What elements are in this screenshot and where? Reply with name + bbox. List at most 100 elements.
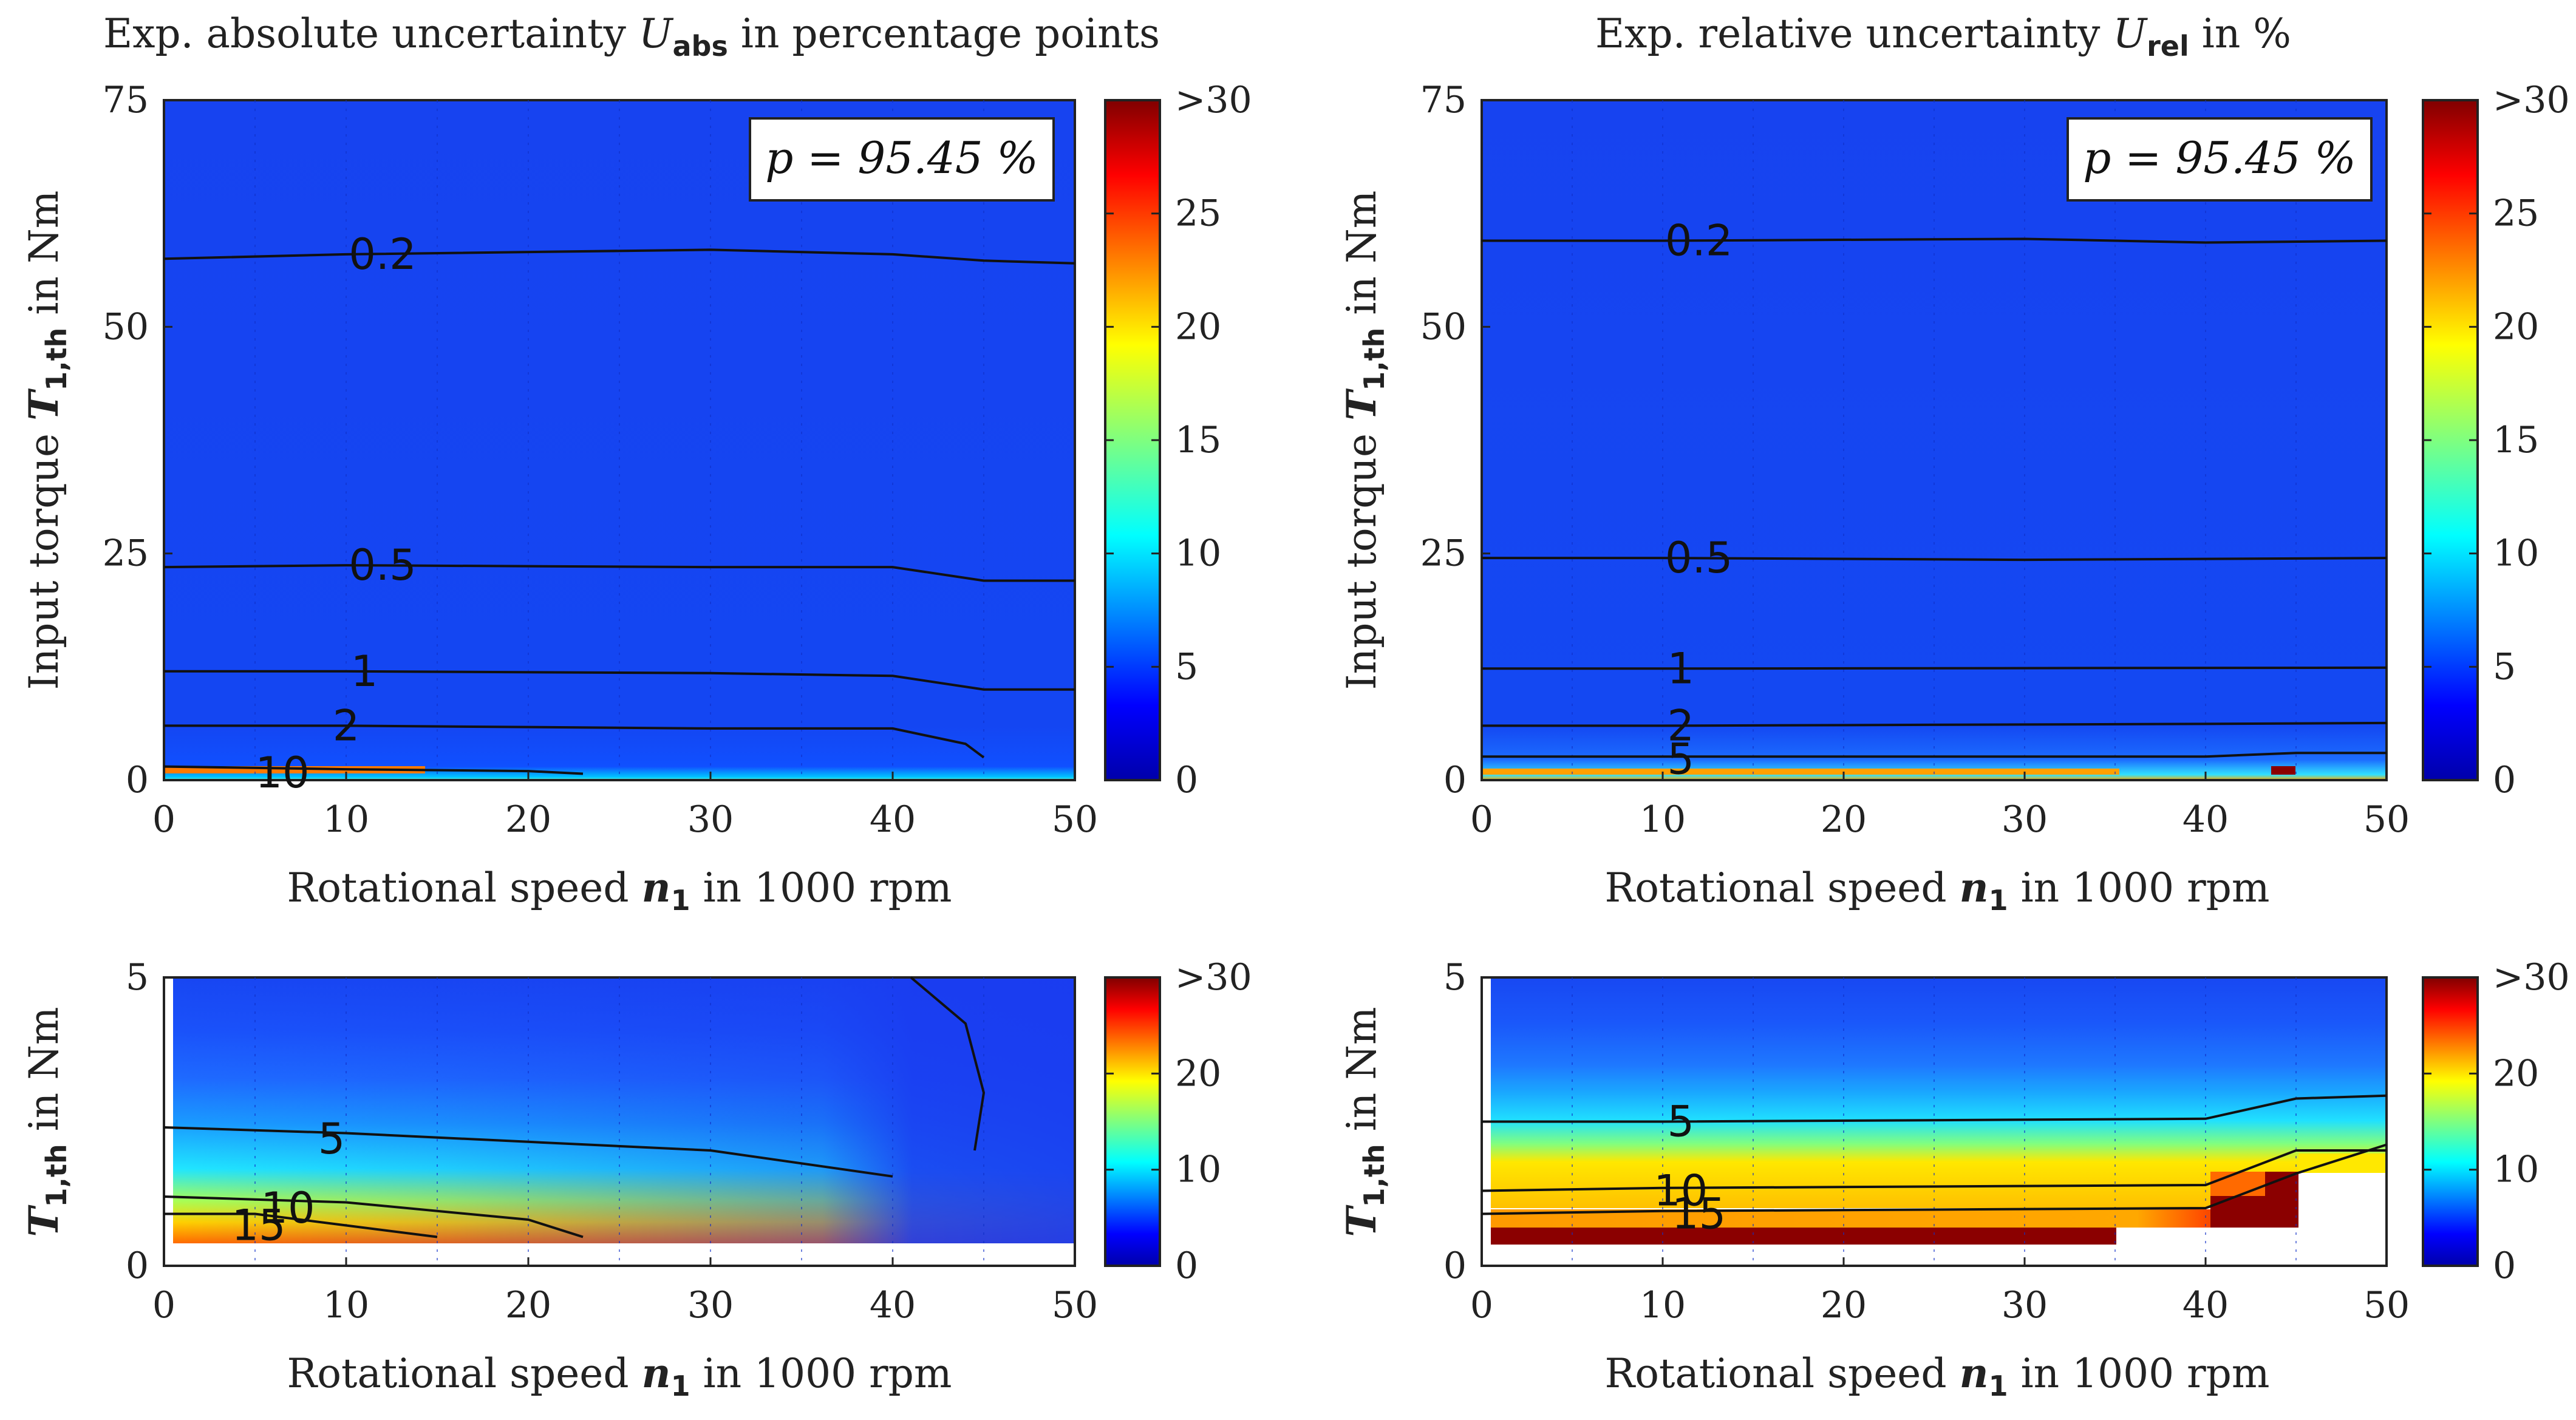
colorbar-tick-label: 10 — [1175, 1149, 1221, 1191]
x-tick-label: 40 — [870, 1284, 916, 1327]
contour-line-5 — [910, 976, 986, 1151]
x-axis-title: Rotational speed n1 in 1000 rpm — [287, 864, 952, 917]
contour-line-2 — [164, 724, 985, 759]
x-tick-label: 40 — [870, 798, 916, 841]
contour-label: 15 — [231, 1201, 285, 1251]
contour-label: 10 — [1654, 1166, 1708, 1216]
contour-label: 0.5 — [349, 540, 416, 590]
contour-line-0.2 — [163, 248, 1075, 265]
y-tick-label: 5 — [126, 956, 149, 999]
probability-box: p = 95.45 % — [749, 117, 1055, 202]
contour-line-2 — [1482, 721, 2387, 727]
colorbar-tick-label: 0 — [1175, 1245, 1198, 1287]
contour-label: 15 — [1672, 1189, 1726, 1239]
x-tick-label: 20 — [505, 1284, 551, 1327]
contour-line-0.5 — [163, 564, 1075, 582]
x-axis-title: Rotational speed n1 in 1000 rpm — [287, 1350, 952, 1402]
contour-line-1 — [1482, 666, 2387, 670]
hot-band-low-torque — [1482, 769, 2119, 775]
colorbar-tick-label: 5 — [1175, 645, 1198, 688]
y-tick-label: 0 — [1443, 1245, 1467, 1287]
x-tick-label: 30 — [2002, 1284, 2048, 1327]
contour-line-0.2 — [1482, 237, 2387, 244]
colorbar-tick-label: 10 — [1175, 532, 1221, 575]
x-tick-label: 0 — [1470, 1284, 1493, 1327]
hot-corner — [2271, 766, 2295, 775]
colorbar-tick-label: 20 — [1175, 305, 1221, 348]
colorbar-tick-label: 0 — [2493, 1245, 2516, 1287]
contour-line-0.5 — [1482, 557, 2387, 562]
panel-relative-top: Exp. relative uncertainty Urel in % 0.2 0… — [1338, 10, 2570, 917]
contour-line-15 — [164, 1212, 438, 1238]
contour-label: 2 — [333, 701, 360, 750]
colorbar-tick-label: 25 — [1175, 192, 1221, 235]
contour-line-5 — [1482, 1094, 2387, 1123]
y-tick-label: 25 — [1420, 532, 1467, 575]
x-axis-title: Rotational speed n1 in 1000 rpm — [1605, 1350, 2270, 1402]
colorbar: 0 10 20 >30 — [1104, 956, 1252, 1287]
x-tick-label: 10 — [1640, 1284, 1686, 1327]
colorbar: 0 10 20 >30 — [2422, 956, 2570, 1287]
y-tick-label: 5 — [1443, 956, 1467, 999]
x-axis-title: Rotational speed n1 in 1000 rpm — [1605, 864, 2270, 917]
contour-label: 2 — [1668, 701, 1695, 750]
x-tick-label: 50 — [2363, 798, 2410, 841]
y-tick-label: 0 — [1443, 759, 1467, 801]
colorbar-tick-label: 15 — [2493, 419, 2539, 461]
y-tick-label: 0 — [126, 759, 149, 801]
colorbar-tick-label: 10 — [2493, 532, 2539, 575]
y-tick-label: 50 — [103, 305, 149, 348]
white-region-right — [2298, 1173, 2387, 1266]
x-tick-label: 0 — [1470, 798, 1493, 841]
probability-box: p = 95.45 % — [2067, 117, 2373, 202]
contour-line-15 — [1481, 1143, 2387, 1215]
colorbar-tick-label: 10 — [2493, 1149, 2539, 1191]
x-tick-label: 20 — [1821, 1284, 1867, 1327]
contour-label: 10 — [255, 748, 309, 798]
yellow-strip-right — [2298, 1153, 2387, 1173]
x-tick-label: 0 — [152, 1284, 175, 1327]
colorbar-tick-label: >30 — [2493, 956, 2570, 999]
colorbar-tick-label: 0 — [2493, 759, 2516, 801]
colorbar: 0 5 10 15 20 25 >30 — [1104, 79, 1252, 801]
x-tick-label: 30 — [687, 1284, 734, 1327]
x-tick-label: 30 — [687, 798, 734, 841]
contour-line-5 — [1482, 752, 2387, 758]
contour-label: 10 — [261, 1183, 315, 1233]
colorbar-tick-label: 5 — [2493, 645, 2516, 688]
colorbar-tick-label: 25 — [2493, 192, 2539, 235]
hot-row-bottom — [1491, 1228, 2116, 1245]
x-tick-label: 40 — [2182, 798, 2229, 841]
contour-line-1 — [164, 670, 1075, 691]
x-tick-label: 30 — [2002, 798, 2048, 841]
hot-corner-orange — [2210, 1172, 2265, 1196]
contour-label: 0.2 — [349, 229, 416, 279]
contour-label: 1 — [351, 647, 378, 696]
panel-absolute-top: Exp. absolute uncertainty Uabs in percen… — [20, 10, 1252, 917]
y-tick-label: 50 — [1420, 305, 1467, 348]
colorbar: 0 5 10 15 20 25 >30 — [2422, 79, 2570, 801]
x-tick-label: 20 — [505, 798, 551, 841]
colorbar-tick-label: 20 — [2493, 305, 2539, 348]
panel-title: Exp. absolute uncertainty Uabs in percen… — [103, 10, 1160, 63]
contour-line-5 — [163, 1126, 893, 1178]
y-tick-label: 75 — [103, 79, 149, 121]
contour-line-10 — [163, 765, 584, 775]
y-axis-title: Input torque T1,th in Nm — [20, 191, 73, 690]
y-tick-label: 25 — [103, 532, 149, 575]
colorbar-tick-label: 20 — [1175, 1052, 1221, 1095]
colorbar-tick-label: >30 — [2493, 79, 2570, 121]
contour-line-10 — [1481, 1149, 2387, 1192]
contour-label: 0.2 — [1665, 216, 1733, 265]
colorbar-tick-label: 15 — [1175, 419, 1221, 461]
panel-title: Exp. relative uncertainty Urel in % — [1595, 10, 2291, 63]
contour-label: 0.5 — [1665, 533, 1733, 583]
contour-label: 5 — [1668, 735, 1695, 784]
y-axis-title: Input torque T1,th in Nm — [1338, 191, 1391, 690]
y-tick-label: 75 — [1420, 79, 1467, 121]
colorbar-tick-label: 20 — [2493, 1052, 2539, 1095]
contour-line-10 — [163, 1195, 584, 1238]
contour-label: 5 — [1668, 1097, 1695, 1147]
